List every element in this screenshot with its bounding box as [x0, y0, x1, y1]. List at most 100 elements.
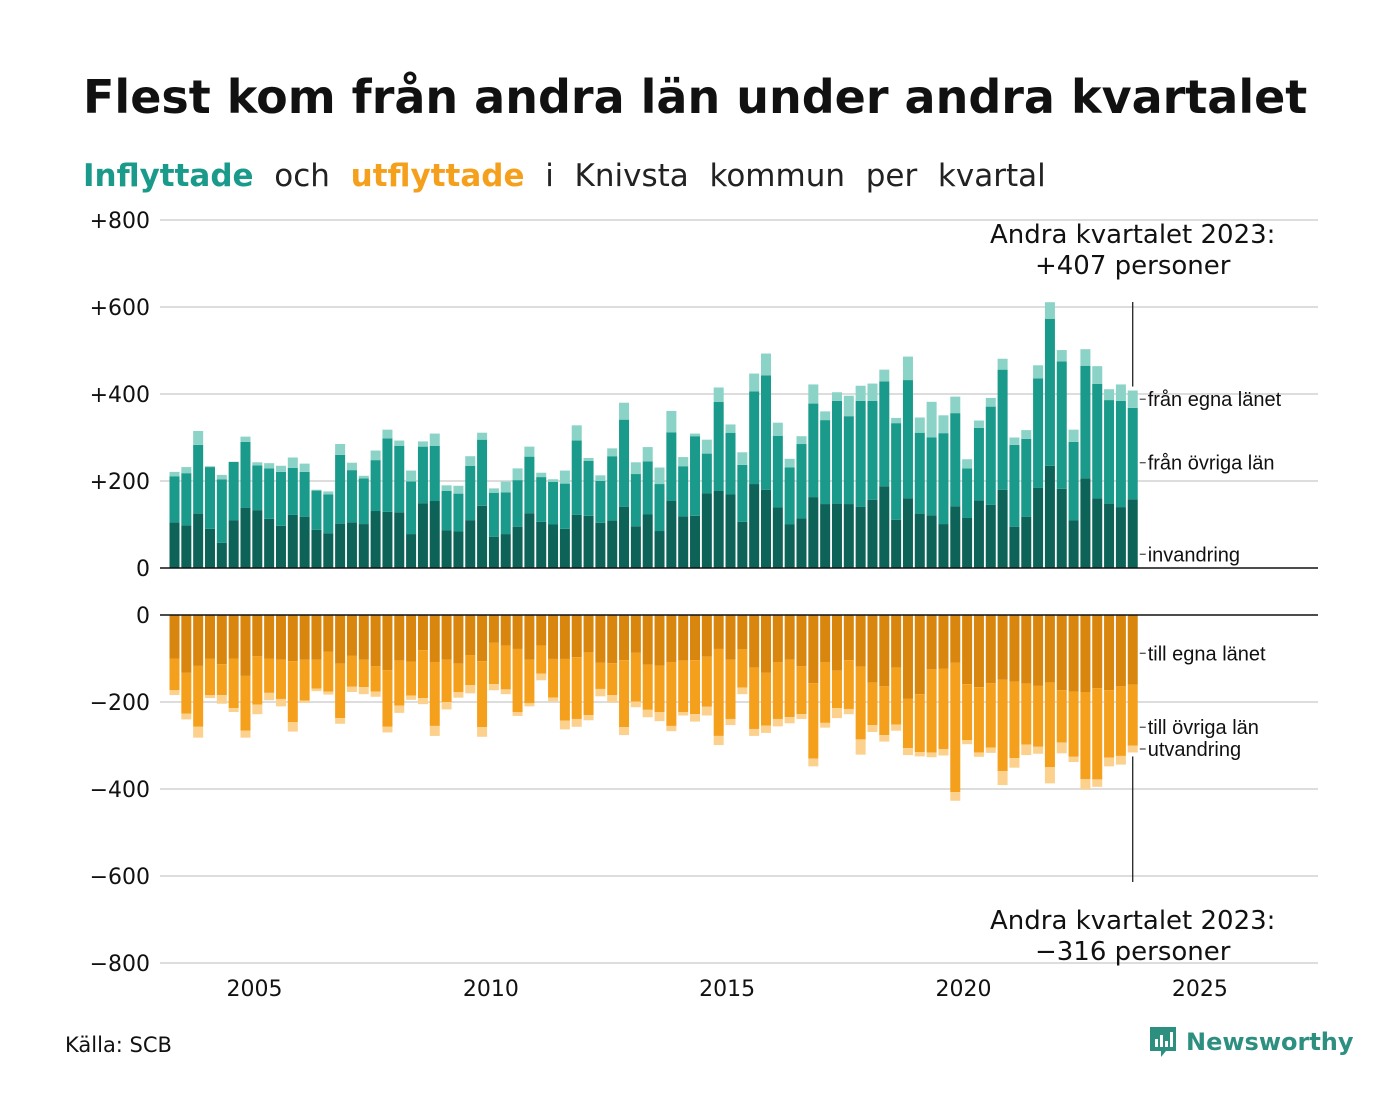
bar-out-other-county [358, 659, 369, 688]
bar-in-immigration [914, 417, 925, 433]
bar-in-own-county [1115, 507, 1126, 568]
bar-out-other-county [453, 663, 464, 692]
bar-out-emigration [216, 695, 227, 704]
bar-in-other-county [843, 416, 854, 505]
bar-in-immigration [666, 410, 677, 433]
bar-out-emigration [193, 726, 204, 738]
bar-out-emigration [204, 695, 215, 699]
bar-out-emigration [938, 748, 949, 756]
bar-in-immigration [512, 468, 523, 481]
bar-out-other-county [737, 649, 748, 688]
bar-in-own-county [583, 515, 594, 568]
bar-in-own-county [985, 504, 996, 568]
bar-out-own-county [666, 615, 677, 662]
bar-in-immigration [240, 436, 251, 442]
bar-out-other-county [1009, 681, 1020, 759]
bar-in-immigration [181, 467, 192, 474]
bar-in-own-county [914, 513, 925, 568]
bar-out-other-county [831, 670, 842, 709]
bar-in-own-county [228, 520, 239, 568]
bar-out-emigration [252, 704, 263, 715]
bar-in-immigration [429, 433, 440, 446]
bar-in-other-county [713, 401, 724, 492]
annotation-bottom-line2: −316 personer [1035, 937, 1231, 967]
bar-in-own-county [784, 524, 795, 568]
bar-out-own-county [323, 615, 334, 652]
bar-in-immigration [690, 433, 701, 437]
bar-in-other-county [1021, 438, 1032, 517]
bar-in-other-county [1092, 383, 1103, 499]
bar-in-other-county [524, 456, 535, 514]
bar-in-immigration [275, 465, 286, 472]
bar-out-other-county [264, 658, 275, 693]
subtitle-inflyttade: Inflyttade [83, 158, 254, 194]
annotation-top-line2: +407 personer [1035, 251, 1231, 281]
bar-out-emigration [335, 718, 346, 724]
bar-out-emigration [831, 708, 842, 719]
bar-in-immigration [382, 429, 393, 439]
bar-in-other-county [299, 471, 310, 517]
bar-out-own-county [228, 615, 239, 659]
bar-in-own-county [299, 516, 310, 568]
bar-in-other-county [559, 483, 570, 529]
bar-out-other-county [346, 655, 357, 687]
bar-in-immigration [1056, 350, 1067, 362]
bar-in-immigration [1127, 390, 1138, 408]
bar-out-other-county [973, 687, 984, 753]
bar-out-own-county [193, 615, 204, 666]
legend-label-invandring: från egna länet [1148, 389, 1282, 411]
bar-out-emigration [1033, 746, 1044, 754]
bar-out-own-county [607, 615, 618, 664]
bar-in-own-county [287, 514, 298, 568]
bar-out-emigration [1104, 757, 1115, 767]
bar-in-own-county [536, 521, 547, 568]
bar-in-own-county [429, 501, 440, 568]
bar-in-other-county [950, 413, 961, 507]
bar-out-other-county [784, 659, 795, 718]
bar-in-immigration [867, 383, 878, 401]
bar-in-own-county [1092, 498, 1103, 568]
y-tick-label: −200 [90, 691, 150, 716]
bar-in-immigration [299, 463, 310, 472]
bar-out-own-county [973, 615, 984, 688]
bar-out-other-county [1104, 690, 1115, 758]
bar-out-other-county [1068, 691, 1079, 757]
legend-label-utvandring: utvandring [1148, 739, 1241, 761]
bar-out-other-county [701, 656, 712, 707]
bar-in-own-county [962, 517, 973, 568]
bar-in-other-county [784, 467, 795, 525]
bar-in-immigration [926, 401, 937, 438]
bar-in-other-county [536, 477, 547, 522]
bar-in-immigration [997, 358, 1008, 370]
bar-out-own-county [1068, 615, 1079, 692]
bar-out-other-county [1056, 690, 1067, 743]
bar-out-emigration [962, 740, 973, 745]
bar-in-immigration [441, 485, 452, 492]
bar-out-own-county [1080, 615, 1091, 692]
bar-out-other-county [406, 661, 417, 696]
bar-in-other-county [1115, 400, 1126, 508]
x-tick-label: 2005 [227, 977, 283, 1002]
bar-out-emigration [973, 752, 984, 757]
bar-out-own-county [1033, 615, 1044, 686]
chart-title: Flest kom från andra län under andra kva… [83, 70, 1308, 124]
bar-in-immigration [654, 467, 665, 485]
bar-out-own-county [1115, 615, 1126, 687]
bar-out-other-county [950, 662, 961, 793]
bar-in-own-county [749, 484, 760, 568]
bar-in-immigration [962, 459, 973, 469]
bar-in-own-county [654, 531, 665, 568]
bar-in-own-county [1009, 526, 1020, 568]
annotation-top-line1: Andra kvartalet 2023: [990, 220, 1275, 250]
bar-in-own-county [370, 511, 381, 568]
bar-out-emigration [701, 706, 712, 716]
bar-out-emigration [607, 695, 618, 703]
bar-out-other-county [926, 669, 937, 753]
subtitle-word: kvartal [937, 158, 1046, 194]
bar-in-immigration [879, 369, 890, 382]
bar-out-own-county [287, 615, 298, 662]
bar-in-immigration [1068, 429, 1079, 442]
bar-out-other-county [820, 661, 831, 723]
bar-out-own-county [820, 615, 831, 662]
bar-in-immigration [737, 452, 748, 465]
